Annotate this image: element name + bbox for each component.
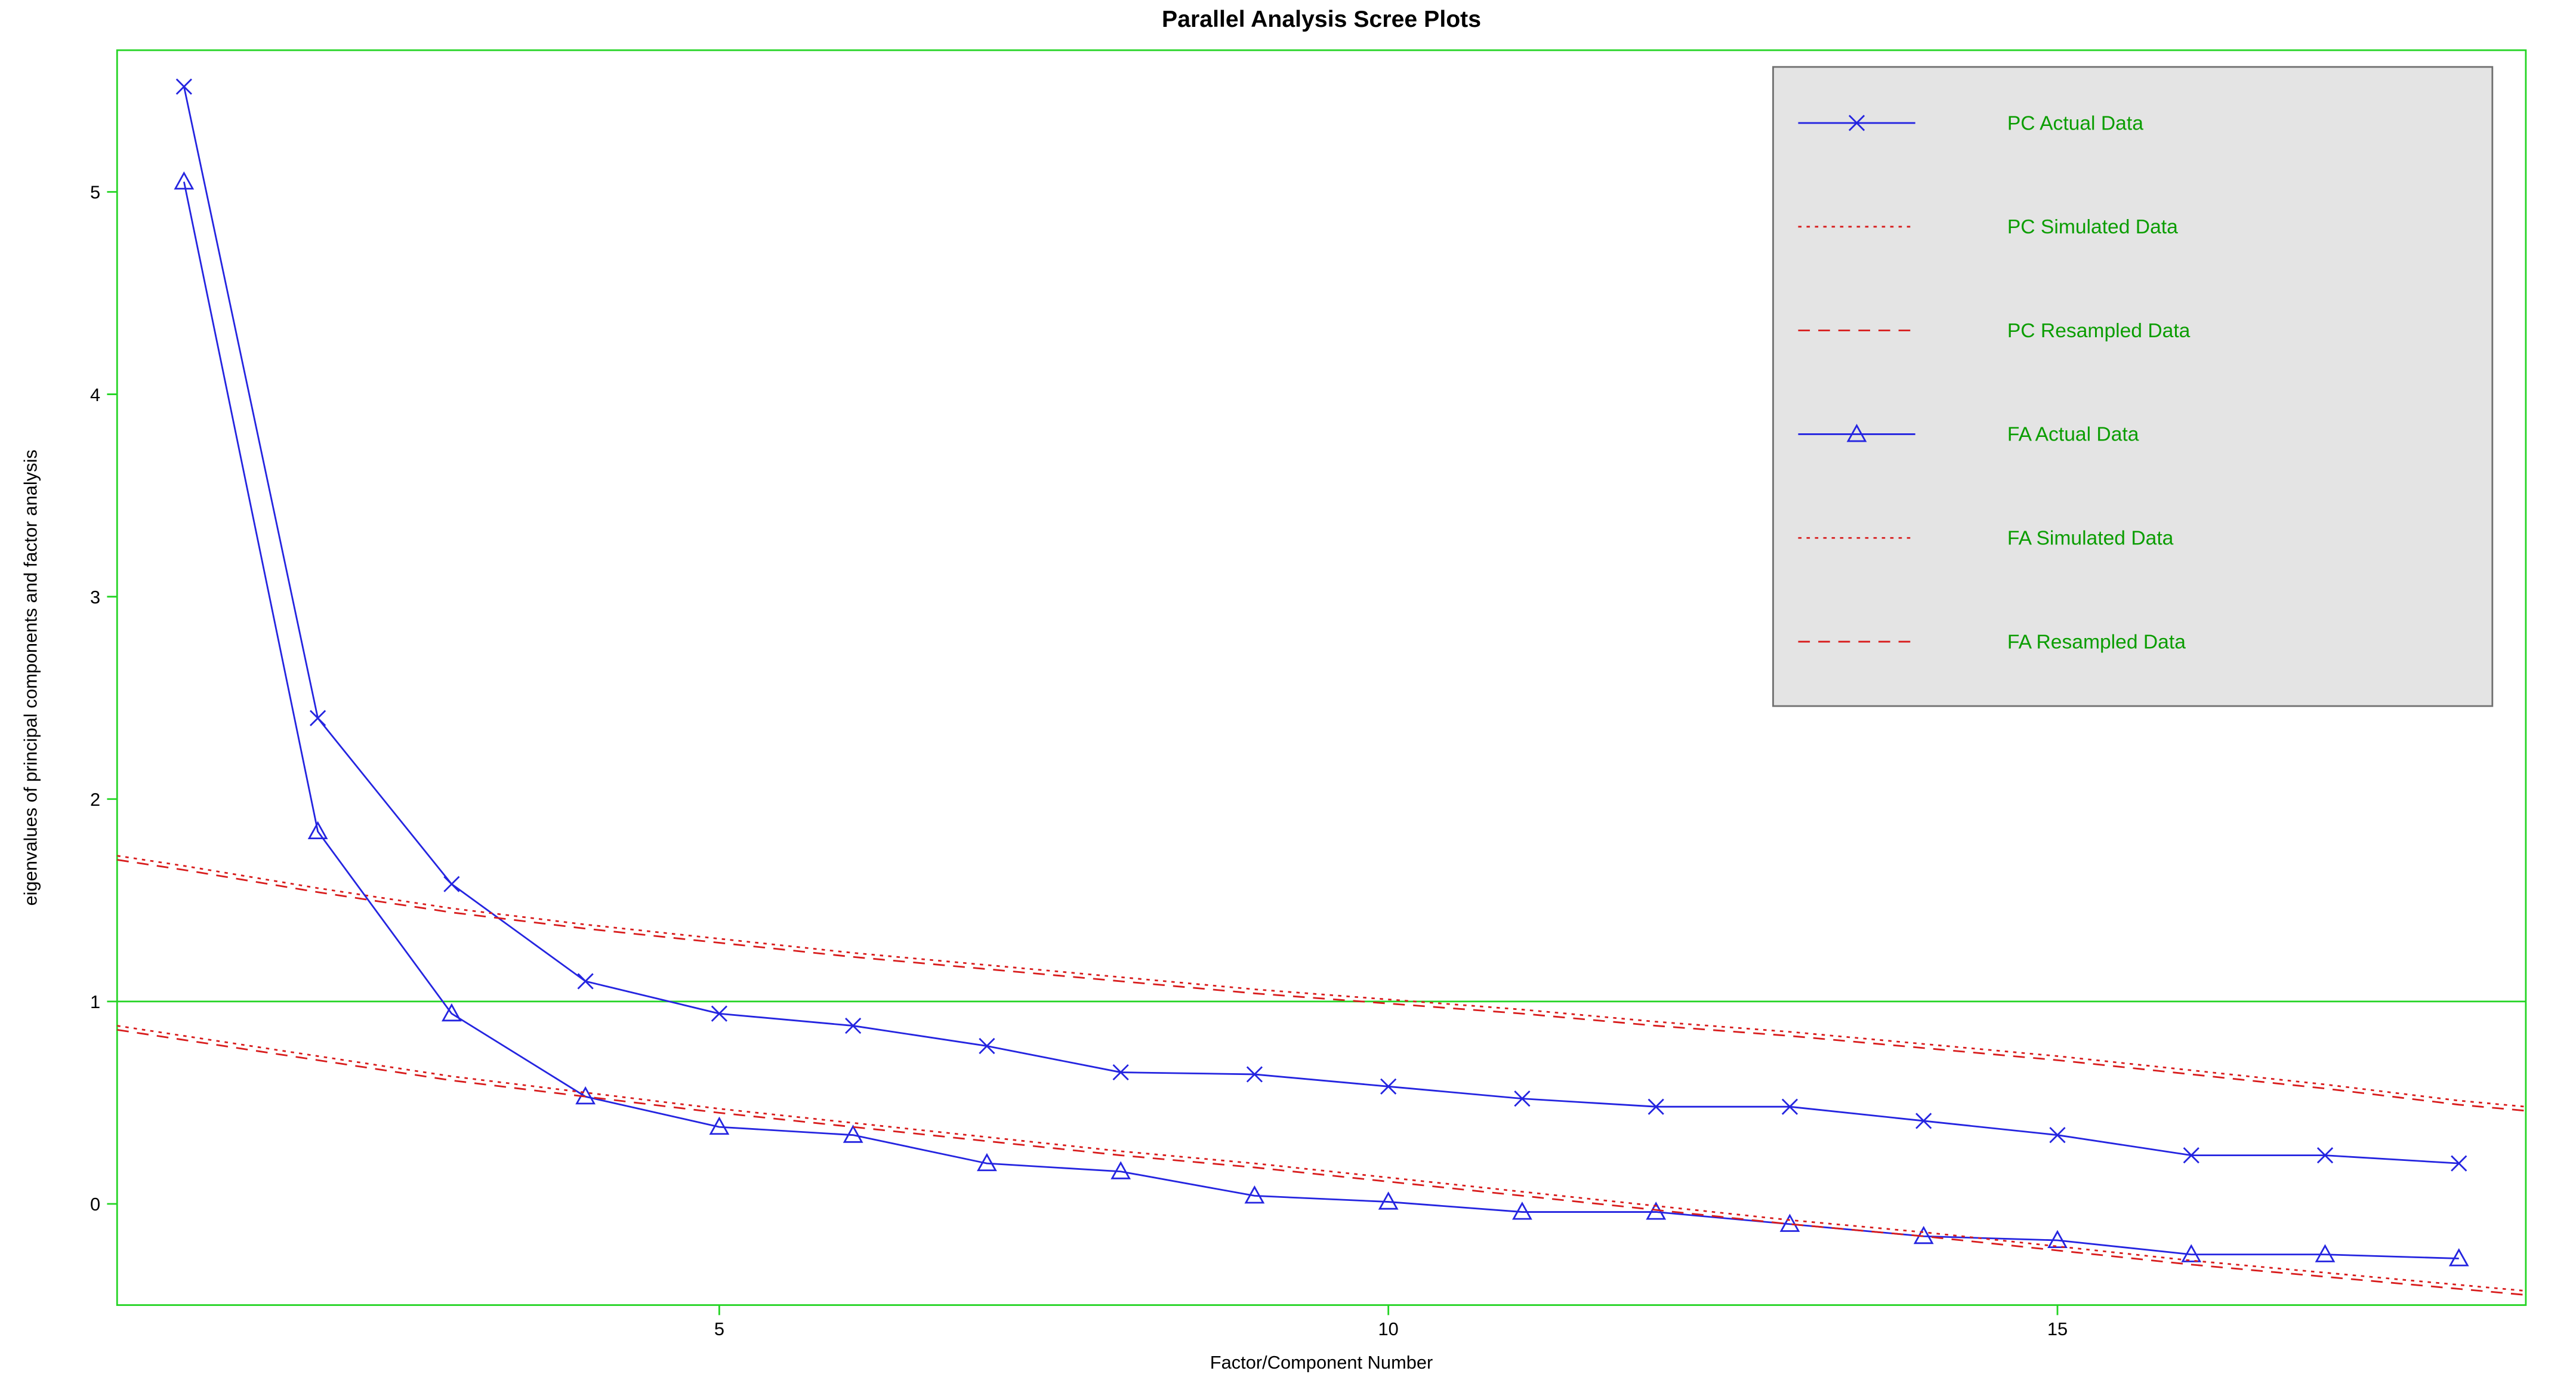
- y-tick-label: 2: [90, 789, 100, 810]
- x-tick-label: 15: [2047, 1318, 2068, 1339]
- y-tick-label: 0: [90, 1194, 100, 1215]
- y-tick-label: 5: [90, 182, 100, 203]
- scree-plot: Parallel Analysis Scree Plots 5 10 15 0 1 2 3 4 5…: [0, 0, 2576, 1372]
- legend: PC Actual Data PC Simulated Data PC Resamp…: [1773, 67, 2492, 706]
- chart-title: Parallel Analysis Scree Plots: [1162, 6, 1481, 32]
- legend-label: FA Simulated Data: [2007, 527, 2174, 549]
- y-tick-label: 3: [90, 587, 100, 608]
- y-axis-label: eigenvalues of principal components and …: [20, 449, 41, 905]
- y-tick-label: 4: [90, 384, 100, 405]
- legend-label: PC Resampled Data: [2007, 320, 2191, 342]
- x-tick-label: 5: [714, 1318, 724, 1339]
- legend-label: PC Simulated Data: [2007, 216, 2178, 238]
- legend-label: PC Actual Data: [2007, 112, 2143, 134]
- legend-label: FA Actual Data: [2007, 424, 2139, 446]
- y-tick-label: 1: [90, 991, 100, 1012]
- chart-container: Parallel Analysis Scree Plots 5 10 15 0 1 2 3 4 5…: [0, 0, 2576, 1372]
- x-axis-label: Factor/Component Number: [1210, 1352, 1433, 1372]
- x-tick-label: 10: [1378, 1318, 1399, 1339]
- legend-label: FA Resampled Data: [2007, 631, 2186, 653]
